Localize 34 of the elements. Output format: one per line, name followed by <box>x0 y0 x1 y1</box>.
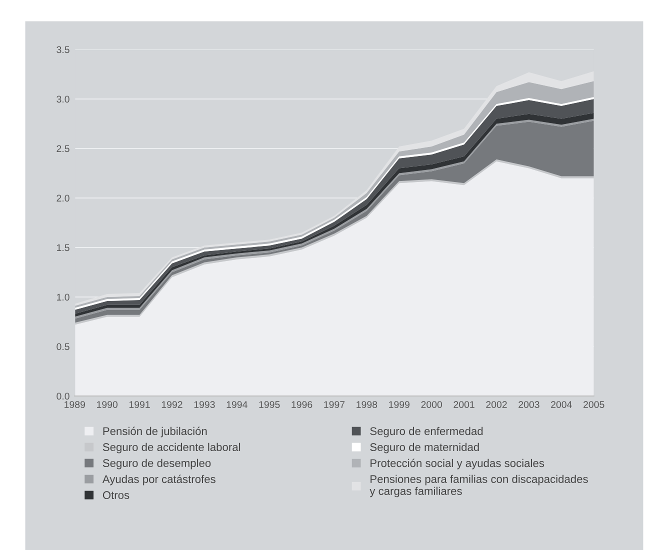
x-tick-label: 1993 <box>194 401 215 408</box>
x-tick-label: 2002 <box>486 401 507 408</box>
legend-label: Protección social y ayudas sociales <box>370 458 544 470</box>
x-tick-label: 2003 <box>518 401 540 408</box>
x-tick-label: 2004 <box>551 401 572 408</box>
legend-label: Pensiones para familias con discapacidades y cargas familiares <box>370 474 588 498</box>
x-tick-label: 2000 <box>421 401 442 408</box>
x-tick-label: 2001 <box>454 401 474 408</box>
y-tick-label: 1.5 <box>57 244 70 252</box>
x-tick-label: 1992 <box>162 401 182 408</box>
legend-label: Seguro de desempleo <box>102 458 211 470</box>
legend-label: Pensión de jubilación <box>103 426 207 438</box>
legend-label: Ayudas por catástrofes <box>102 474 216 486</box>
x-tick-label: 2005 <box>584 401 604 408</box>
y-tick-label: 3.0 <box>56 96 70 103</box>
y-tick-label: 2.5 <box>56 145 70 152</box>
y-tick-label: 0.5 <box>56 343 70 350</box>
legend-label: Otros <box>102 491 130 500</box>
x-tick-label: 1996 <box>292 401 312 408</box>
y-tick-label: 3.5 <box>56 46 70 54</box>
x-tick-label: 1995 <box>259 401 280 408</box>
legend-label: Seguro de maternidad <box>370 442 479 454</box>
x-tick-label: 1989 <box>64 401 85 408</box>
y-tick-label: 1.0 <box>57 294 70 301</box>
x-tick-label: 1999 <box>389 401 410 408</box>
y-tick-label: 0.0 <box>56 392 70 400</box>
x-tick-label: 1990 <box>97 401 118 408</box>
x-tick-label: 1991 <box>129 401 150 408</box>
x-tick-label: 1998 <box>356 401 378 408</box>
x-tick-label: 1994 <box>226 401 248 408</box>
y-tick-label: 2.0 <box>56 194 70 202</box>
legend-label: Seguro de accidente laboral <box>102 442 240 454</box>
legend-label: Seguro de enfermedad <box>370 426 483 438</box>
x-tick-label: 1997 <box>324 401 345 408</box>
